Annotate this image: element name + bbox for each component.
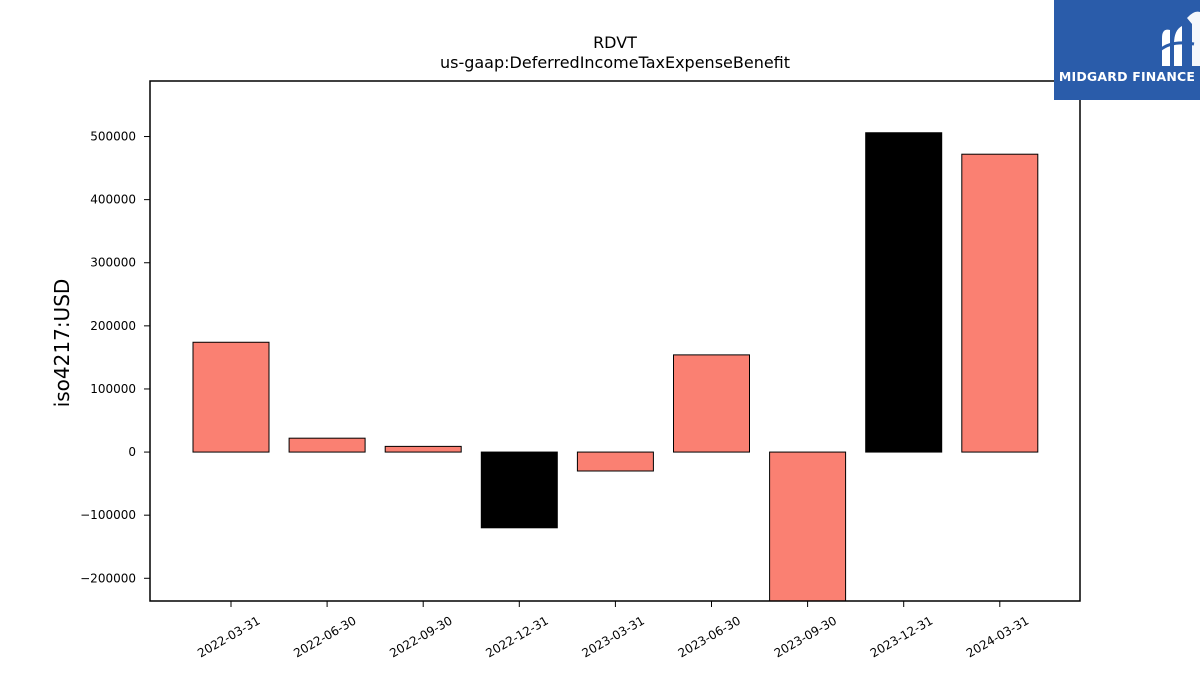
- midgard-m-logo-icon: [1159, 11, 1200, 66]
- plot-frame: [149, 80, 1081, 602]
- x-tick-label-2023-06-30: 2023-06-30: [676, 613, 743, 660]
- midgard-finance-logo: MIDGARD FINANCE: [1054, 0, 1200, 100]
- bar-2023-09-30: [769, 451, 847, 602]
- x-tick-label-2023-12-31: 2023-12-31: [868, 613, 935, 660]
- y-tick-label: 500000: [90, 130, 136, 144]
- chart-title: RDVT: [593, 33, 637, 52]
- y-tick-label: −200000: [80, 571, 136, 585]
- bar-2023-03-31: [576, 451, 654, 472]
- bar-2023-12-31: [865, 132, 943, 453]
- bar-2022-06-30: [288, 437, 366, 453]
- bars-group: [192, 132, 1039, 602]
- y-tick-label: 0: [128, 445, 136, 459]
- bar-2024-03-31: [961, 153, 1039, 453]
- x-tick-label-2022-06-30: 2022-06-30: [291, 613, 358, 660]
- y-axis: −200000 −100000 0 100000 200000 300000 400000 5…: [80, 130, 150, 585]
- bar-2022-09-30: [384, 445, 462, 453]
- y-tick-label: 400000: [90, 193, 136, 207]
- x-tick-label-2023-03-31: 2023-03-31: [579, 613, 646, 660]
- y-axis-label: iso4217:USD: [50, 279, 74, 408]
- x-tick-label-2022-12-31: 2022-12-31: [483, 613, 550, 660]
- bar-2023-06-30: [673, 354, 750, 453]
- x-tick-label-2024-03-31: 2024-03-31: [964, 613, 1031, 660]
- y-tick-label: 100000: [90, 382, 136, 396]
- chart-subtitle: us-gaap:DeferredIncomeTaxExpenseBenefit: [440, 53, 790, 72]
- y-tick-label: −100000: [80, 508, 136, 522]
- x-axis: 2022-03-31 2022-06-30 2022-09-30 2022-12-31…: [195, 601, 1031, 660]
- y-tick-label: 200000: [90, 319, 136, 333]
- x-tick-label-2022-03-31: 2022-03-31: [195, 613, 262, 660]
- logo-text: MIDGARD FINANCE: [1058, 69, 1196, 84]
- bar-2022-03-31: [192, 341, 270, 453]
- bar-2022-12-31: [480, 451, 558, 529]
- y-tick-label: 300000: [90, 256, 136, 270]
- x-tick-label-2023-09-30: 2023-09-30: [772, 613, 839, 660]
- x-tick-label-2022-09-30: 2022-09-30: [387, 613, 454, 660]
